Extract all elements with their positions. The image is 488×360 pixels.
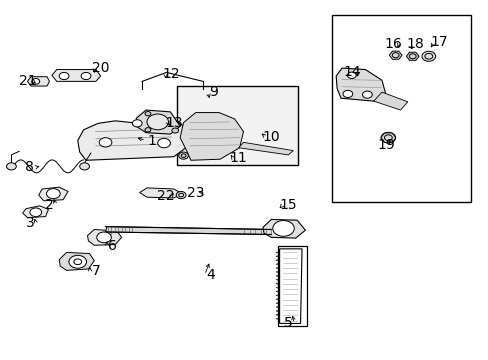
Polygon shape [78, 118, 185, 160]
Text: 19: 19 [376, 138, 394, 152]
Polygon shape [27, 77, 49, 86]
Circle shape [176, 192, 185, 199]
Text: 10: 10 [262, 130, 280, 144]
Text: 5: 5 [284, 316, 292, 330]
Polygon shape [263, 220, 305, 238]
Bar [277, 246, 306, 326]
Polygon shape [406, 52, 418, 60]
Text: 2: 2 [45, 198, 54, 212]
Circle shape [380, 132, 395, 143]
Polygon shape [373, 92, 407, 110]
Text: 8: 8 [24, 161, 33, 175]
Circle shape [362, 91, 371, 98]
Circle shape [80, 163, 89, 170]
Polygon shape [335, 68, 385, 101]
Polygon shape [136, 110, 180, 134]
Circle shape [342, 90, 352, 98]
Text: 13: 13 [164, 116, 182, 130]
Text: 22: 22 [157, 189, 174, 203]
Circle shape [158, 138, 170, 148]
Text: 21: 21 [19, 75, 36, 89]
Circle shape [145, 112, 151, 116]
Polygon shape [59, 252, 94, 270]
Text: 4: 4 [205, 268, 214, 282]
Circle shape [346, 72, 355, 78]
Polygon shape [87, 229, 122, 245]
Text: 18: 18 [406, 37, 423, 51]
Polygon shape [140, 188, 182, 198]
Text: 9: 9 [209, 85, 218, 99]
Text: 6: 6 [108, 239, 117, 253]
Circle shape [59, 72, 69, 80]
Circle shape [178, 152, 188, 159]
Text: 16: 16 [384, 37, 401, 51]
Text: 11: 11 [229, 151, 247, 165]
Bar [177, 86, 298, 165]
Polygon shape [39, 187, 68, 201]
Circle shape [99, 138, 112, 147]
Text: 23: 23 [186, 185, 204, 199]
Polygon shape [52, 69, 101, 81]
Polygon shape [22, 206, 48, 218]
Circle shape [6, 163, 16, 170]
Text: 7: 7 [91, 265, 100, 278]
Text: 1: 1 [147, 134, 156, 148]
Circle shape [145, 128, 151, 132]
Circle shape [30, 208, 41, 217]
Bar [331, 15, 470, 202]
Circle shape [171, 128, 178, 133]
Circle shape [421, 51, 435, 61]
Text: 14: 14 [342, 66, 360, 80]
Circle shape [81, 72, 91, 80]
Text: 3: 3 [25, 216, 34, 230]
Circle shape [32, 78, 40, 84]
Polygon shape [388, 51, 401, 59]
Polygon shape [180, 113, 243, 160]
Circle shape [46, 189, 60, 199]
Circle shape [97, 232, 111, 243]
Circle shape [132, 120, 142, 127]
Circle shape [69, 255, 86, 268]
Polygon shape [105, 226, 273, 234]
Text: 20: 20 [92, 61, 109, 75]
Text: 17: 17 [430, 35, 447, 49]
Text: 15: 15 [279, 198, 297, 212]
Polygon shape [238, 142, 293, 155]
Circle shape [272, 221, 294, 236]
Circle shape [147, 114, 168, 130]
Text: 12: 12 [162, 67, 180, 81]
